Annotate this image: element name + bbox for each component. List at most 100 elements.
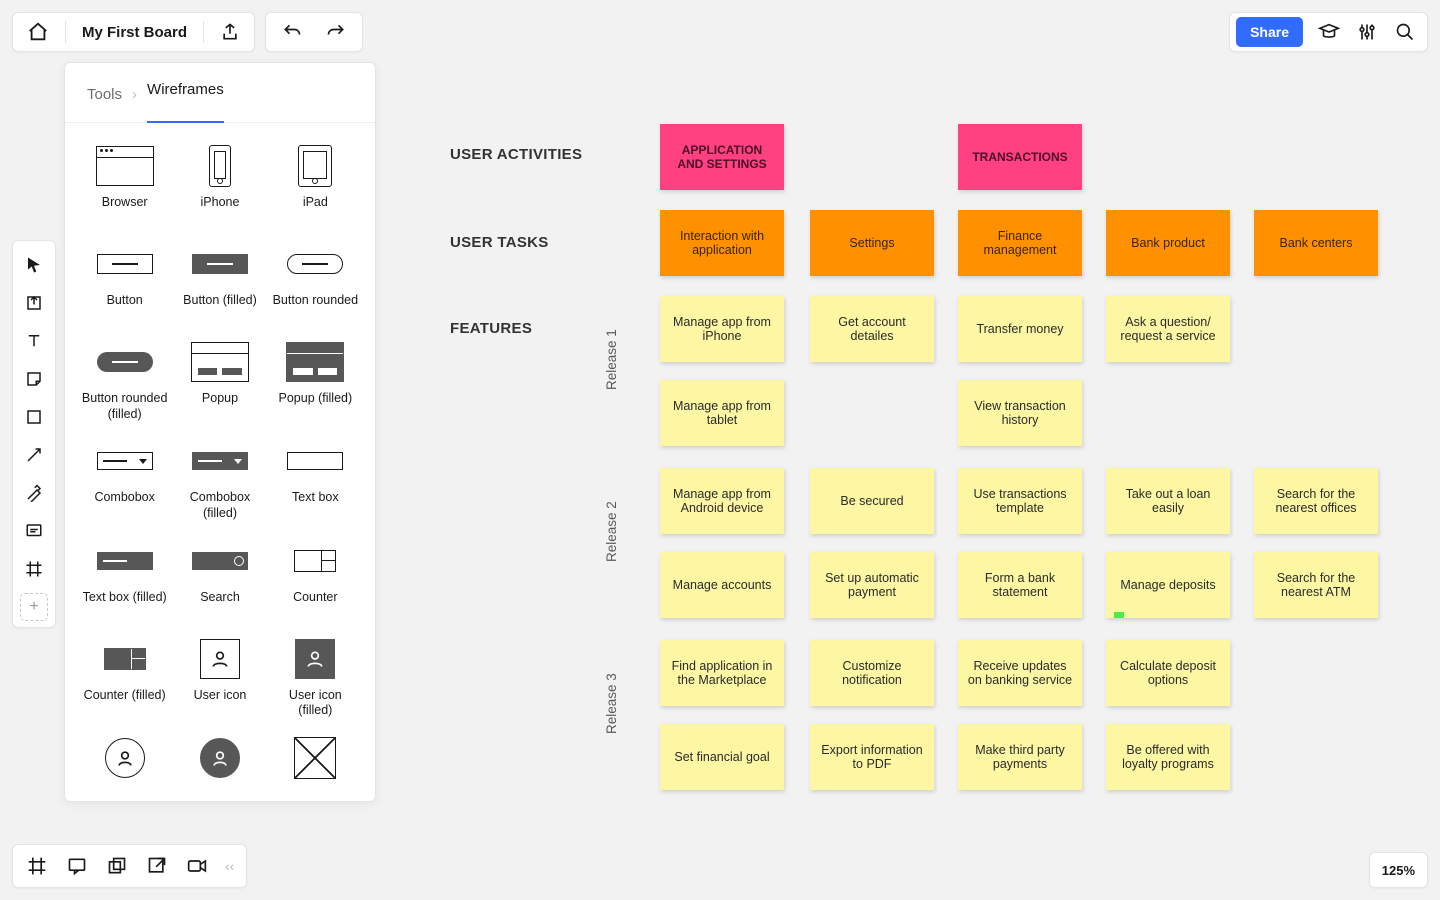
- wireframe-item[interactable]: User icon: [176, 638, 263, 719]
- sticky-note[interactable]: Take out a loan easily: [1106, 468, 1230, 534]
- wireframe-label: Combobox: [94, 490, 154, 520]
- wireframe-item[interactable]: Browser: [81, 145, 168, 225]
- sticky-note[interactable]: Settings: [810, 210, 934, 276]
- board-title[interactable]: My First Board: [82, 24, 187, 41]
- wireframe-item[interactable]: Button: [81, 243, 168, 323]
- cards-icon[interactable]: [99, 848, 135, 884]
- comment-tool-icon[interactable]: [16, 513, 52, 549]
- wireframe-item[interactable]: iPad: [272, 145, 359, 225]
- sticky-note[interactable]: Use transactions template: [958, 468, 1082, 534]
- sticky-note[interactable]: APPLICATION AND SETTINGS: [660, 124, 784, 190]
- export-icon[interactable]: [220, 12, 240, 52]
- wireframe-item[interactable]: [272, 737, 359, 802]
- remote-cursor-icon: [1114, 612, 1124, 618]
- home-icon[interactable]: [27, 12, 49, 52]
- frame-tool-icon[interactable]: [16, 551, 52, 587]
- left-toolbar: +: [12, 240, 56, 628]
- release-label: Release 2: [604, 501, 619, 562]
- arrow-tool-icon[interactable]: [16, 437, 52, 473]
- sticky-tool-icon[interactable]: [16, 361, 52, 397]
- wireframe-item[interactable]: Counter (filled): [81, 638, 168, 719]
- learn-icon[interactable]: [1317, 20, 1341, 44]
- wireframe-label: Counter: [293, 590, 337, 620]
- wireframe-label: Button rounded (filled): [81, 391, 168, 422]
- text-tool-icon[interactable]: [16, 323, 52, 359]
- sticky-note[interactable]: Receive updates on banking service: [958, 640, 1082, 706]
- breadcrumb-root[interactable]: Tools: [87, 86, 122, 103]
- wireframe-label: Counter (filled): [84, 688, 166, 718]
- settings-sliders-icon[interactable]: [1355, 20, 1379, 44]
- wireframe-item[interactable]: Counter: [272, 540, 359, 620]
- templates-tool-icon[interactable]: [16, 285, 52, 321]
- wireframe-item[interactable]: [81, 737, 168, 802]
- share-link-icon[interactable]: [139, 848, 175, 884]
- sticky-note[interactable]: Manage deposits: [1106, 552, 1230, 618]
- frames-icon[interactable]: [19, 848, 55, 884]
- wireframe-thumb: [94, 737, 156, 779]
- sticky-note[interactable]: Get account detailes: [810, 296, 934, 362]
- pen-tool-icon[interactable]: [16, 475, 52, 511]
- wireframe-item[interactable]: Button rounded (filled): [81, 341, 168, 422]
- sticky-note[interactable]: Make third party payments: [958, 724, 1082, 790]
- cursor-tool-icon[interactable]: [16, 247, 52, 283]
- wireframe-item[interactable]: iPhone: [176, 145, 263, 225]
- sticky-note[interactable]: Search for the nearest offices: [1254, 468, 1378, 534]
- undo-icon[interactable]: [272, 12, 312, 52]
- wireframe-thumb: [189, 243, 251, 285]
- redo-icon[interactable]: [316, 12, 356, 52]
- breadcrumb-current: Wireframes: [147, 81, 224, 108]
- zoom-level[interactable]: 125%: [1369, 852, 1428, 888]
- sticky-note[interactable]: Customize notification: [810, 640, 934, 706]
- sticky-note[interactable]: Manage app from Android device: [660, 468, 784, 534]
- sticky-note[interactable]: Search for the nearest ATM: [1254, 552, 1378, 618]
- wireframe-item[interactable]: Text box: [272, 440, 359, 521]
- shape-tool-icon[interactable]: [16, 399, 52, 435]
- share-button[interactable]: Share: [1236, 17, 1303, 47]
- wireframe-label: User icon: [194, 688, 247, 718]
- sticky-note[interactable]: Transfer money: [958, 296, 1082, 362]
- sticky-note[interactable]: Bank centers: [1254, 210, 1378, 276]
- wireframe-item[interactable]: Button rounded: [272, 243, 359, 323]
- comments-icon[interactable]: [59, 848, 95, 884]
- sticky-note[interactable]: TRANSACTIONS: [958, 124, 1082, 190]
- wireframe-item[interactable]: Popup (filled): [272, 341, 359, 422]
- collapse-icon[interactable]: ‹‹: [219, 858, 240, 874]
- wireframe-item[interactable]: Button (filled): [176, 243, 263, 323]
- sticky-note[interactable]: Form a bank statement: [958, 552, 1082, 618]
- sticky-note[interactable]: Interaction with application: [660, 210, 784, 276]
- wireframe-item[interactable]: Popup: [176, 341, 263, 422]
- wireframe-label: Button: [107, 293, 143, 323]
- bottom-toolbar: ‹‹: [12, 844, 247, 888]
- wireframe-item[interactable]: Text box (filled): [81, 540, 168, 620]
- sticky-note[interactable]: Manage app from iPhone: [660, 296, 784, 362]
- sticky-note[interactable]: Calculate deposit options: [1106, 640, 1230, 706]
- wireframe-item[interactable]: Search: [176, 540, 263, 620]
- wireframe-thumb: [189, 638, 251, 680]
- sticky-note[interactable]: Be secured: [810, 468, 934, 534]
- sticky-note[interactable]: Be offered with loyalty programs: [1106, 724, 1230, 790]
- sticky-note[interactable]: Find application in the Marketplace: [660, 640, 784, 706]
- wireframe-thumb: [189, 341, 251, 383]
- sticky-note[interactable]: Set financial goal: [660, 724, 784, 790]
- wireframe-item[interactable]: Combobox: [81, 440, 168, 521]
- sticky-note[interactable]: View transaction history: [958, 380, 1082, 446]
- canvas[interactable]: USER ACTIVITIES USER TASKS FEATURES APPL…: [400, 100, 1420, 840]
- wireframe-label: Button rounded: [273, 293, 359, 323]
- wireframe-item[interactable]: Combobox (filled): [176, 440, 263, 521]
- sticky-note[interactable]: Finance management: [958, 210, 1082, 276]
- wireframe-thumb: [189, 737, 251, 779]
- sticky-note[interactable]: Manage app from tablet: [660, 380, 784, 446]
- sticky-note[interactable]: Bank product: [1106, 210, 1230, 276]
- search-icon[interactable]: [1393, 20, 1417, 44]
- add-tool-icon[interactable]: +: [20, 593, 48, 621]
- sticky-note[interactable]: Manage accounts: [660, 552, 784, 618]
- sticky-note[interactable]: Export information to PDF: [810, 724, 934, 790]
- wireframe-thumb: [94, 243, 156, 285]
- wireframe-thumb: [284, 145, 346, 187]
- wireframe-item[interactable]: [176, 737, 263, 802]
- video-icon[interactable]: [179, 848, 215, 884]
- sticky-note[interactable]: Ask a question/ request a service: [1106, 296, 1230, 362]
- release-label: Release 1: [604, 329, 619, 390]
- wireframe-item[interactable]: User icon (filled): [272, 638, 359, 719]
- sticky-note[interactable]: Set up automatic payment: [810, 552, 934, 618]
